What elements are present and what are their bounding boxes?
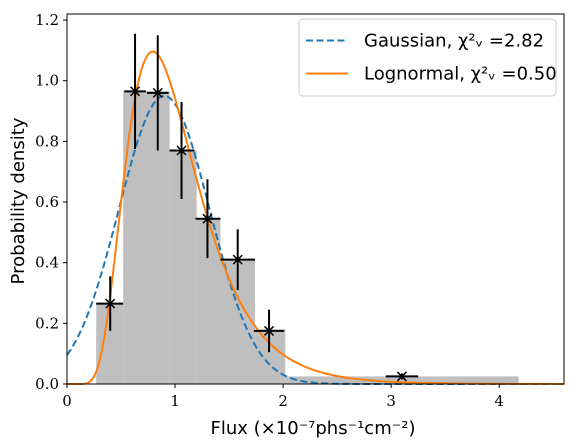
- x-tick-label: 4: [494, 392, 504, 410]
- x-marker: [396, 371, 407, 382]
- histogram-bar: [123, 91, 170, 385]
- data-point: [195, 179, 221, 259]
- x-marker: [130, 86, 141, 97]
- y-tick-label: 0.4: [35, 254, 59, 272]
- x-marker: [232, 254, 243, 265]
- histogram-bar: [254, 329, 286, 384]
- data-point: [220, 229, 255, 290]
- data-point: [169, 101, 195, 199]
- x-tick-label: 3: [386, 392, 396, 410]
- legend: Gaussian, χ²ᵥ =2.82 Lognormal, χ²ᵥ =0.50: [298, 18, 557, 97]
- y-tick-label: 0.0: [35, 375, 59, 393]
- histogram-bars: [96, 91, 519, 385]
- data-points: [96, 33, 419, 382]
- y-tick-label: 0.8: [35, 132, 59, 150]
- x-axis-label: Flux (×10⁻⁷phs⁻¹cm⁻²): [211, 418, 416, 439]
- data-point: [253, 309, 285, 353]
- histogram-bar: [169, 150, 197, 384]
- data-point: [96, 276, 124, 331]
- x-tick-label: 0: [62, 392, 72, 410]
- x-marker: [264, 325, 275, 336]
- x-marker: [105, 298, 116, 309]
- legend-label-lognormal: Lognormal, χ²ᵥ =0.50: [364, 64, 557, 85]
- plot-frame: [66, 13, 565, 385]
- y-tick-label: 0.6: [35, 193, 59, 211]
- x-tick-label: 2: [278, 392, 288, 410]
- x-tick-label: 1: [170, 392, 180, 410]
- data-point: [124, 33, 146, 149]
- data-point: [385, 371, 419, 382]
- histogram-bar: [285, 376, 519, 384]
- x-marker: [152, 87, 163, 98]
- legend-label-gaussian: Gaussian, χ²ᵥ =2.82: [364, 31, 544, 52]
- histogram-bar: [196, 218, 221, 384]
- x-marker: [176, 145, 187, 156]
- legend-box: [298, 18, 557, 97]
- x-marker: [202, 213, 213, 224]
- data-point: [146, 35, 169, 151]
- y-tick-label: 1.0: [35, 72, 59, 90]
- axis-ticks: 0 1 2 3 4 0.0 0.2 0.4 0.6 0.8 1.0 1.2: [35, 11, 504, 410]
- y-axis-label: Probability density: [8, 117, 29, 284]
- y-tick-label: 1.2: [35, 11, 59, 29]
- y-tick-label: 0.2: [35, 314, 59, 332]
